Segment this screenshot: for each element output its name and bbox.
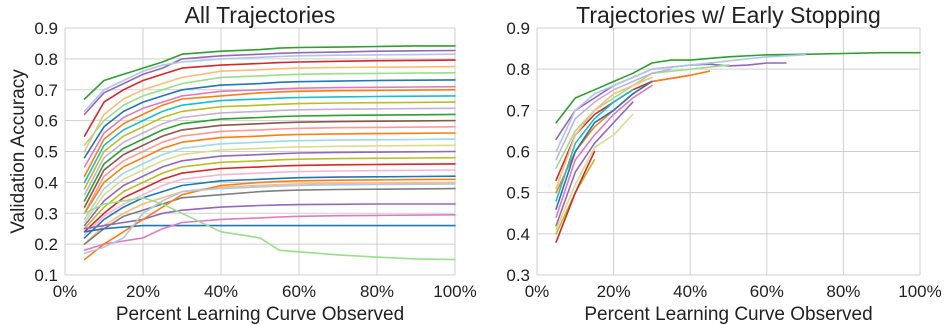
y-tick-label: 0.4 — [506, 225, 530, 244]
y-tick-label: 0.8 — [506, 60, 530, 79]
series-line-13 — [555, 89, 634, 202]
series-line-22 — [83, 169, 456, 236]
series-line-18 — [83, 144, 456, 224]
series-line-7 — [83, 79, 456, 159]
x-tick-label: 40% — [673, 282, 707, 301]
y-tick-label: 0.4 — [34, 173, 58, 192]
series-line-19 — [83, 150, 456, 227]
series-line-14 — [83, 119, 456, 208]
series-line-1 — [83, 45, 456, 100]
x-tick-label: 60% — [750, 282, 784, 301]
series-line-1 — [555, 51, 921, 124]
series-line-13 — [83, 113, 456, 202]
series-line-6 — [83, 72, 456, 147]
x-axis-title: Percent Learning Curve Observed — [584, 304, 872, 325]
x-tick-label: 100% — [433, 282, 476, 301]
y-tick-label: 0.3 — [34, 204, 58, 223]
series-line-11 — [555, 150, 596, 243]
chart-title: Trajectories w/ Early Stopping — [576, 2, 881, 28]
y-tick-label: 0.9 — [506, 19, 530, 38]
series-line-25 — [83, 187, 456, 245]
series-line-28 — [83, 214, 456, 252]
series-line-30 — [83, 183, 456, 255]
y-tick-label: 0.1 — [34, 266, 58, 285]
y-axis-title: Validation Accuracy — [8, 69, 29, 234]
series-line-20 — [83, 156, 456, 230]
series-line-9 — [555, 101, 634, 227]
series-line-3 — [83, 53, 456, 113]
series-line-11 — [83, 101, 456, 190]
y-tick-label: 0.8 — [34, 50, 58, 69]
right-chart: 0% 20% 40% 60% 80% 100% 0.3 0.4 0.5 0.6 0.7 0.8 0.9 T… — [506, 2, 941, 325]
series-line-15 — [555, 68, 672, 161]
x-tick-label: 40% — [204, 282, 238, 301]
x-tick-label: 20% — [597, 282, 631, 301]
series-line-7 — [555, 80, 653, 210]
series-line-17 — [83, 138, 456, 221]
y-tick-label: 0.5 — [34, 143, 58, 162]
series-line-9 — [83, 89, 456, 177]
series-line-6 — [555, 64, 730, 169]
series-line-2 — [83, 49, 456, 116]
series-line-4 — [83, 59, 456, 137]
x-tick-label: 60% — [282, 282, 316, 301]
x-tick-label: 0% — [53, 282, 78, 301]
series-line-10 — [83, 95, 456, 184]
series-line-16 — [83, 132, 456, 215]
series-line-27 — [83, 224, 456, 233]
x-tick-label: 100% — [898, 282, 941, 301]
series-line-31 — [83, 197, 456, 261]
series-line-23 — [83, 175, 456, 239]
y-tick-label: 0.5 — [506, 184, 530, 203]
series-line-12 — [555, 113, 634, 231]
y-tick-label: 0.7 — [34, 81, 58, 100]
series-line-8 — [83, 85, 456, 168]
x-tick-label: 0% — [525, 282, 550, 301]
series-line-8 — [555, 84, 653, 219]
series-line-26 — [83, 203, 456, 230]
series-line-21 — [83, 163, 456, 233]
x-tick-label: 80% — [826, 282, 860, 301]
series-line-29 — [83, 178, 456, 261]
x-axis-title: Percent Learning Curve Observed — [116, 304, 404, 325]
y-tick-label: 0.7 — [506, 101, 530, 120]
y-tick-label: 0.9 — [34, 19, 58, 38]
y-tick-label: 0.6 — [34, 112, 58, 131]
series-line-12 — [83, 107, 456, 196]
series-line-3 — [555, 53, 806, 153]
series-line-5 — [83, 65, 456, 153]
series-line-24 — [83, 181, 456, 245]
y-tick-label: 0.6 — [506, 143, 530, 162]
y-tick-label: 0.2 — [34, 235, 58, 254]
y-tick-label: 0.3 — [506, 266, 530, 285]
chart-title: All Trajectories — [185, 2, 336, 28]
left-chart: 0% 20% 40% 60% 80% 100% 0.1 0.2 0.3 0.4 0.5 0.6 0.7 0… — [8, 2, 477, 325]
x-tick-label: 80% — [360, 282, 394, 301]
series-line-15 — [83, 126, 456, 215]
x-tick-label: 20% — [126, 282, 160, 301]
series-line-14 — [555, 76, 653, 190]
